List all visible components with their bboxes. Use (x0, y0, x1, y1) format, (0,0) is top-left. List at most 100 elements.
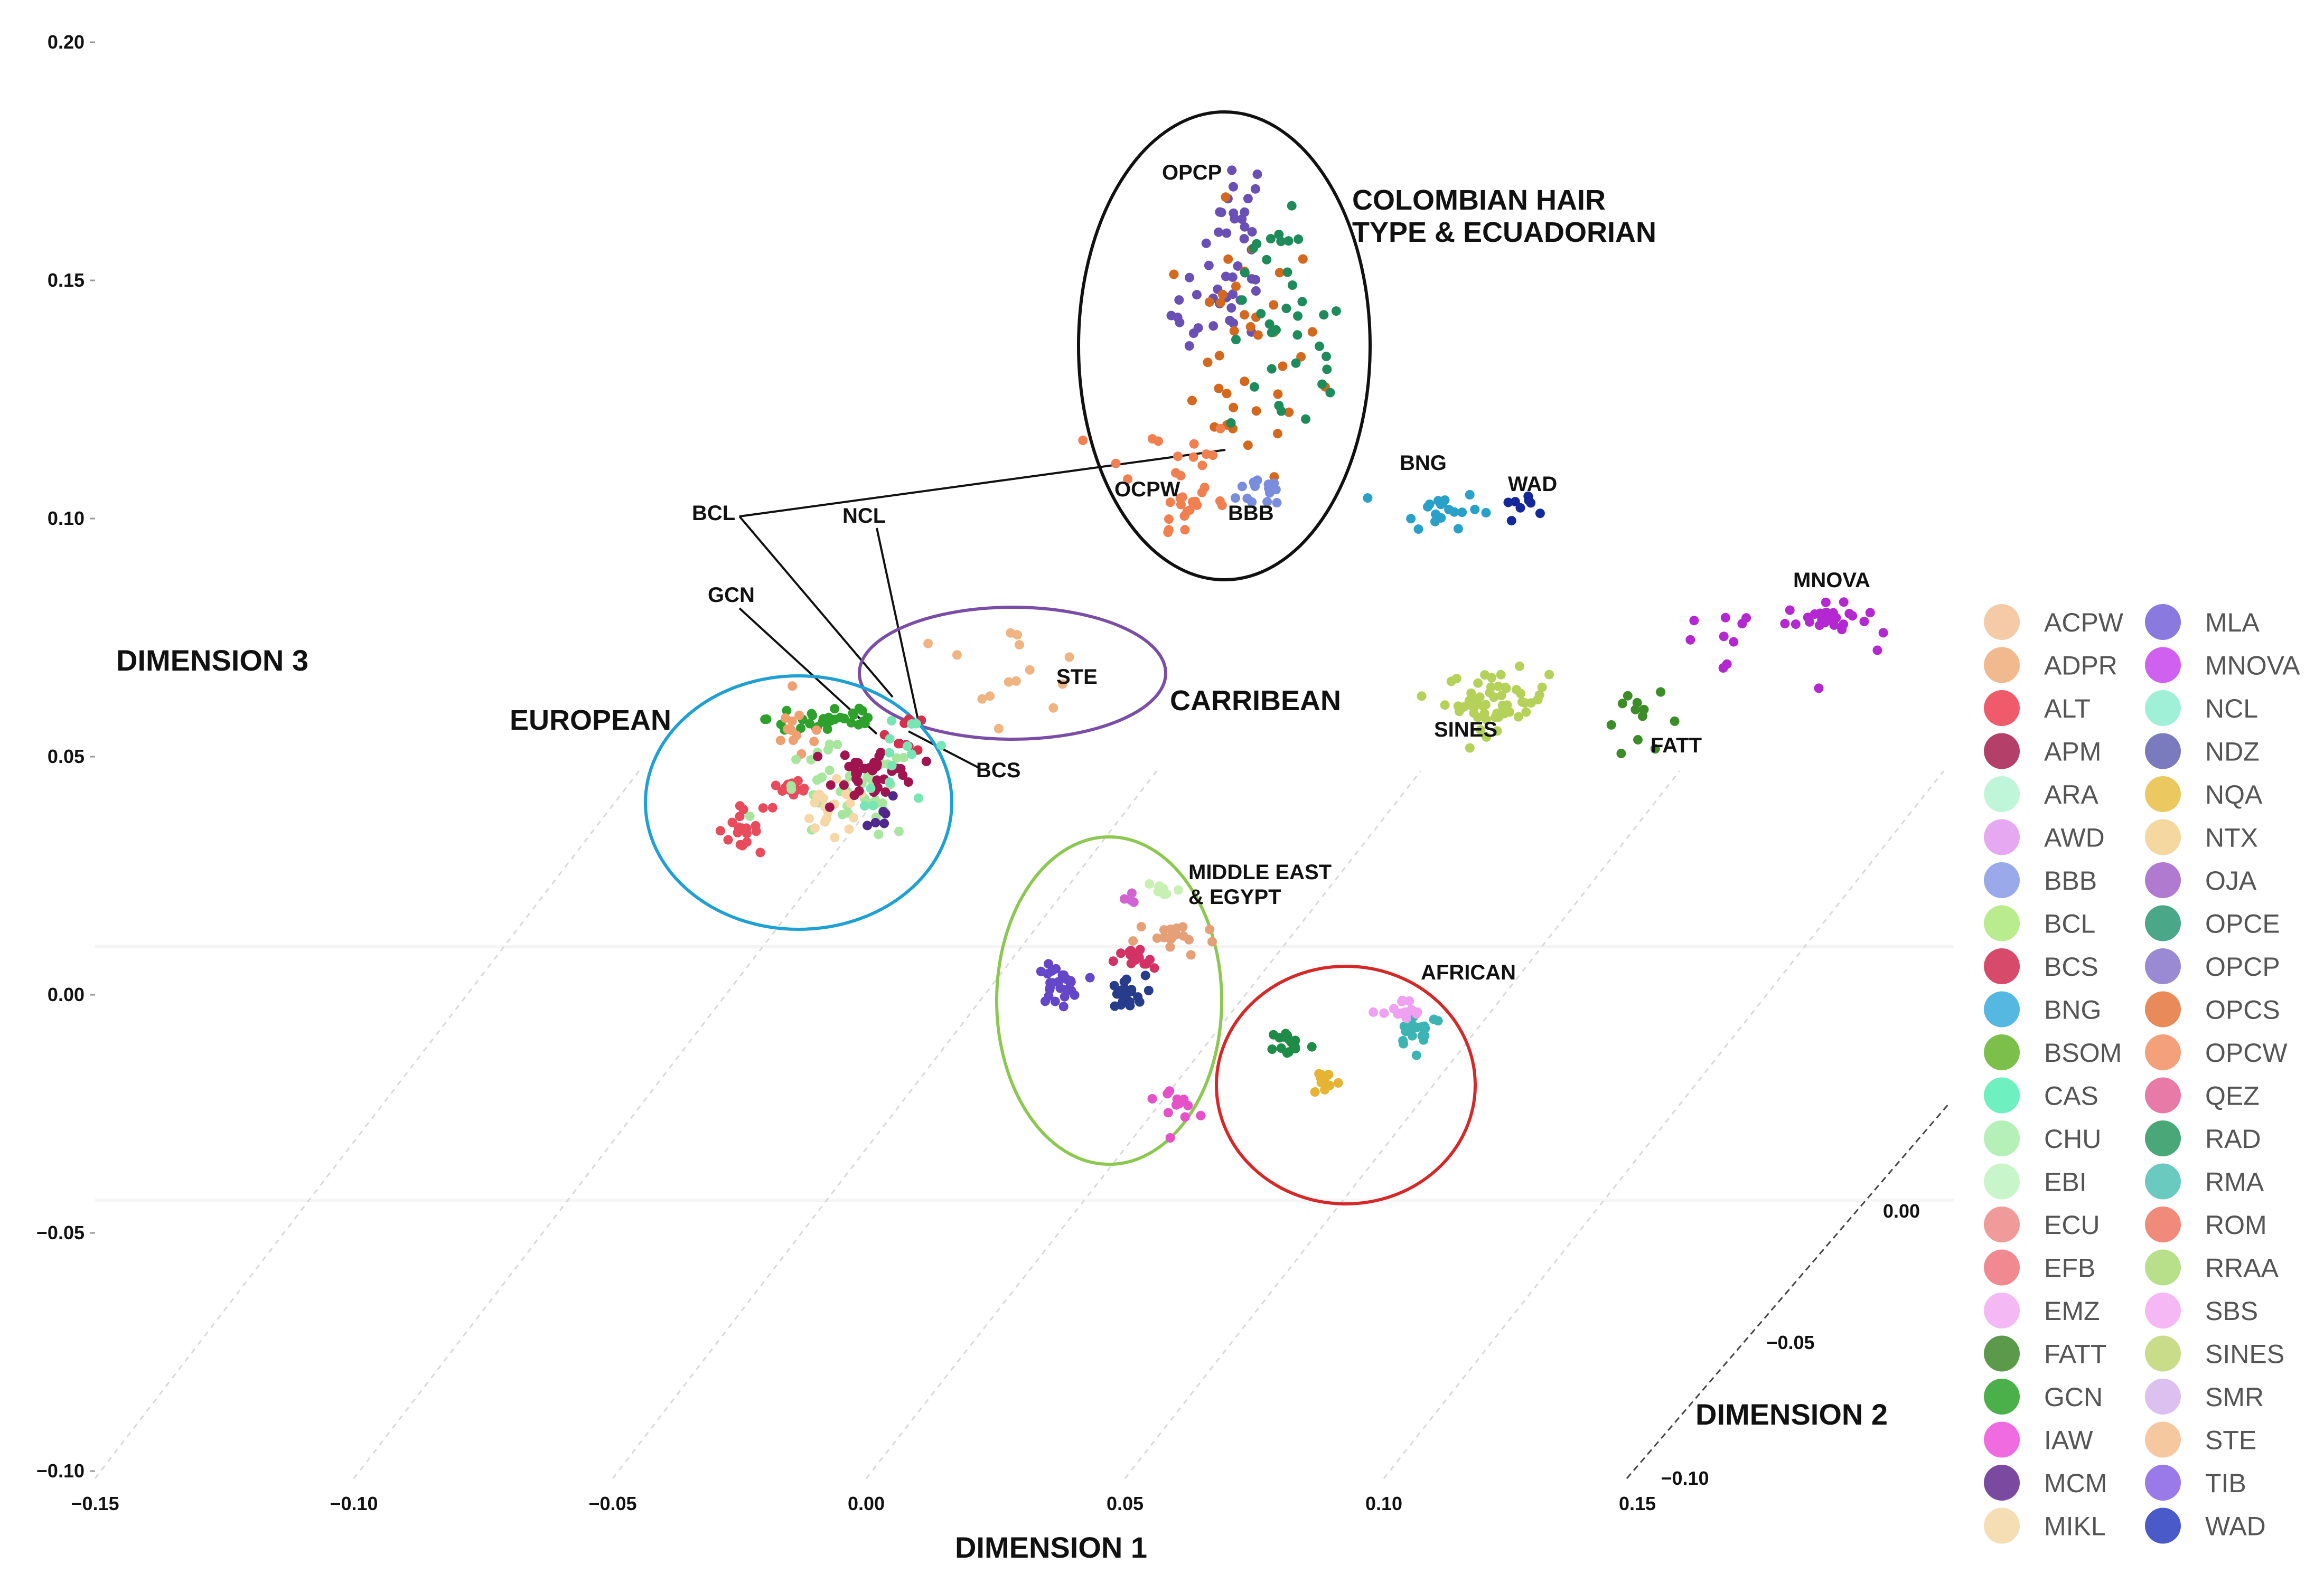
point-mcm (863, 821, 873, 831)
point-opcs (1278, 361, 1288, 371)
point-opcp (1201, 238, 1211, 248)
point-apm (824, 802, 835, 812)
point-mikl (830, 833, 840, 843)
legend-label-qez: QEZ (2205, 1081, 2260, 1111)
point-sines (1465, 743, 1475, 753)
legend-marker-emz (1984, 1293, 2020, 1328)
x-tick-label: −0.10 (330, 1493, 378, 1514)
point-sines (1480, 700, 1491, 710)
point-awd (1127, 888, 1137, 898)
point-opce (1237, 295, 1247, 305)
point-iaw (1183, 1100, 1193, 1110)
point-mikl (810, 823, 820, 833)
grid-line (1124, 770, 1681, 1479)
point-acpw (792, 730, 802, 740)
legend-label-mikl: MIKL (2044, 1512, 2106, 1541)
point-opce (1294, 234, 1304, 244)
point-ebi (894, 826, 904, 836)
point-fatt (1637, 711, 1647, 721)
leader-line (876, 527, 920, 725)
z-axis-title: DIMENSION 2 (1695, 1398, 1888, 1431)
point-apm (880, 787, 891, 797)
legend-label-acpw: ACPW (2044, 608, 2124, 637)
point-mnova (1829, 620, 1839, 630)
point-opcs (1221, 192, 1231, 202)
point-sines (1487, 673, 1497, 683)
legend-marker-ecu (1984, 1207, 2020, 1242)
legend-label-adpr: ADPR (2044, 651, 2117, 681)
point-opcw (1111, 458, 1121, 468)
point-ncl (868, 800, 878, 811)
point-alt (715, 826, 725, 836)
point-opcs (1307, 327, 1317, 337)
legend-label-rraa: RRAA (2205, 1254, 2279, 1283)
legend-marker-rraa (2145, 1249, 2181, 1286)
point-opcs (1253, 330, 1263, 340)
point-bng (1457, 507, 1467, 517)
legend-label-efb: EFB (2044, 1254, 2095, 1283)
point-acpw (809, 737, 819, 747)
point-opce (1266, 234, 1276, 244)
legend-label-ncl: NCL (2205, 694, 2258, 723)
point-opcp (1252, 169, 1262, 179)
point-wad (1120, 985, 1130, 995)
point-label: FATT (1651, 734, 1702, 757)
point-opce (1264, 319, 1275, 329)
point-ncl (903, 741, 912, 751)
point-rad (1282, 1048, 1292, 1058)
y-tick-label: 0.20 (48, 31, 85, 53)
legend-marker-ara (1984, 776, 2020, 812)
point-opce (1301, 414, 1310, 424)
point-opcw (1217, 501, 1227, 511)
point-gcn (760, 714, 770, 724)
point-ste (985, 691, 995, 701)
point-ncl (884, 748, 894, 758)
point-tib (1060, 992, 1070, 1002)
point-ebi (824, 739, 835, 749)
point-ste (994, 723, 1004, 733)
legend-label-ntx: NTX (2205, 823, 2258, 853)
point-opce (1267, 364, 1277, 374)
grid-line (353, 770, 899, 1479)
legend-label-ebi: EBI (2044, 1167, 2087, 1197)
point-sines (1482, 732, 1492, 742)
legend-label-gcn: GCN (2044, 1382, 2103, 1412)
point-sines (1494, 681, 1503, 691)
point-opcp (1185, 272, 1194, 282)
point-opcs (1245, 322, 1255, 332)
point-opce (1287, 201, 1297, 211)
dimension-2-axis (1626, 1103, 1950, 1479)
point-adpr (1165, 942, 1175, 952)
point-mcm (878, 807, 888, 816)
point-apm (840, 750, 850, 760)
point-opce (1297, 297, 1307, 307)
point-wad (1523, 491, 1533, 501)
point-sbs (1369, 1007, 1379, 1017)
legend-marker-bsom (1984, 1034, 2020, 1070)
legend-label-sbs: SBS (2205, 1296, 2258, 1326)
point-tib (1055, 983, 1065, 993)
point-iaw (1165, 1133, 1175, 1143)
point-opcs (1229, 326, 1239, 336)
point-opcs (1203, 357, 1213, 368)
point-alt (734, 822, 743, 832)
point-gcn (796, 723, 806, 733)
point-gcn (807, 709, 817, 719)
point-mnova (1685, 635, 1695, 645)
y-tick-label: −0.05 (36, 1222, 85, 1243)
legend-label-wad: WAD (2205, 1512, 2266, 1541)
point-opcp (1250, 184, 1260, 194)
leader-line (738, 515, 894, 698)
point-opcp (1233, 261, 1243, 271)
legend-marker-iaw (1984, 1421, 2020, 1458)
point-ste (1048, 703, 1058, 713)
point-tib (1044, 959, 1053, 969)
legend-marker-opcw (2145, 1034, 2181, 1070)
point-ste (1013, 630, 1022, 640)
legend-label-chu: CHU (2044, 1124, 2101, 1154)
point-bbb (1231, 493, 1240, 503)
legend-marker-ncl (2145, 690, 2181, 726)
point-label: BBB (1228, 502, 1274, 525)
cluster-label: AFRICAN (1421, 961, 1516, 984)
y-tick-label: 0.05 (48, 746, 85, 767)
